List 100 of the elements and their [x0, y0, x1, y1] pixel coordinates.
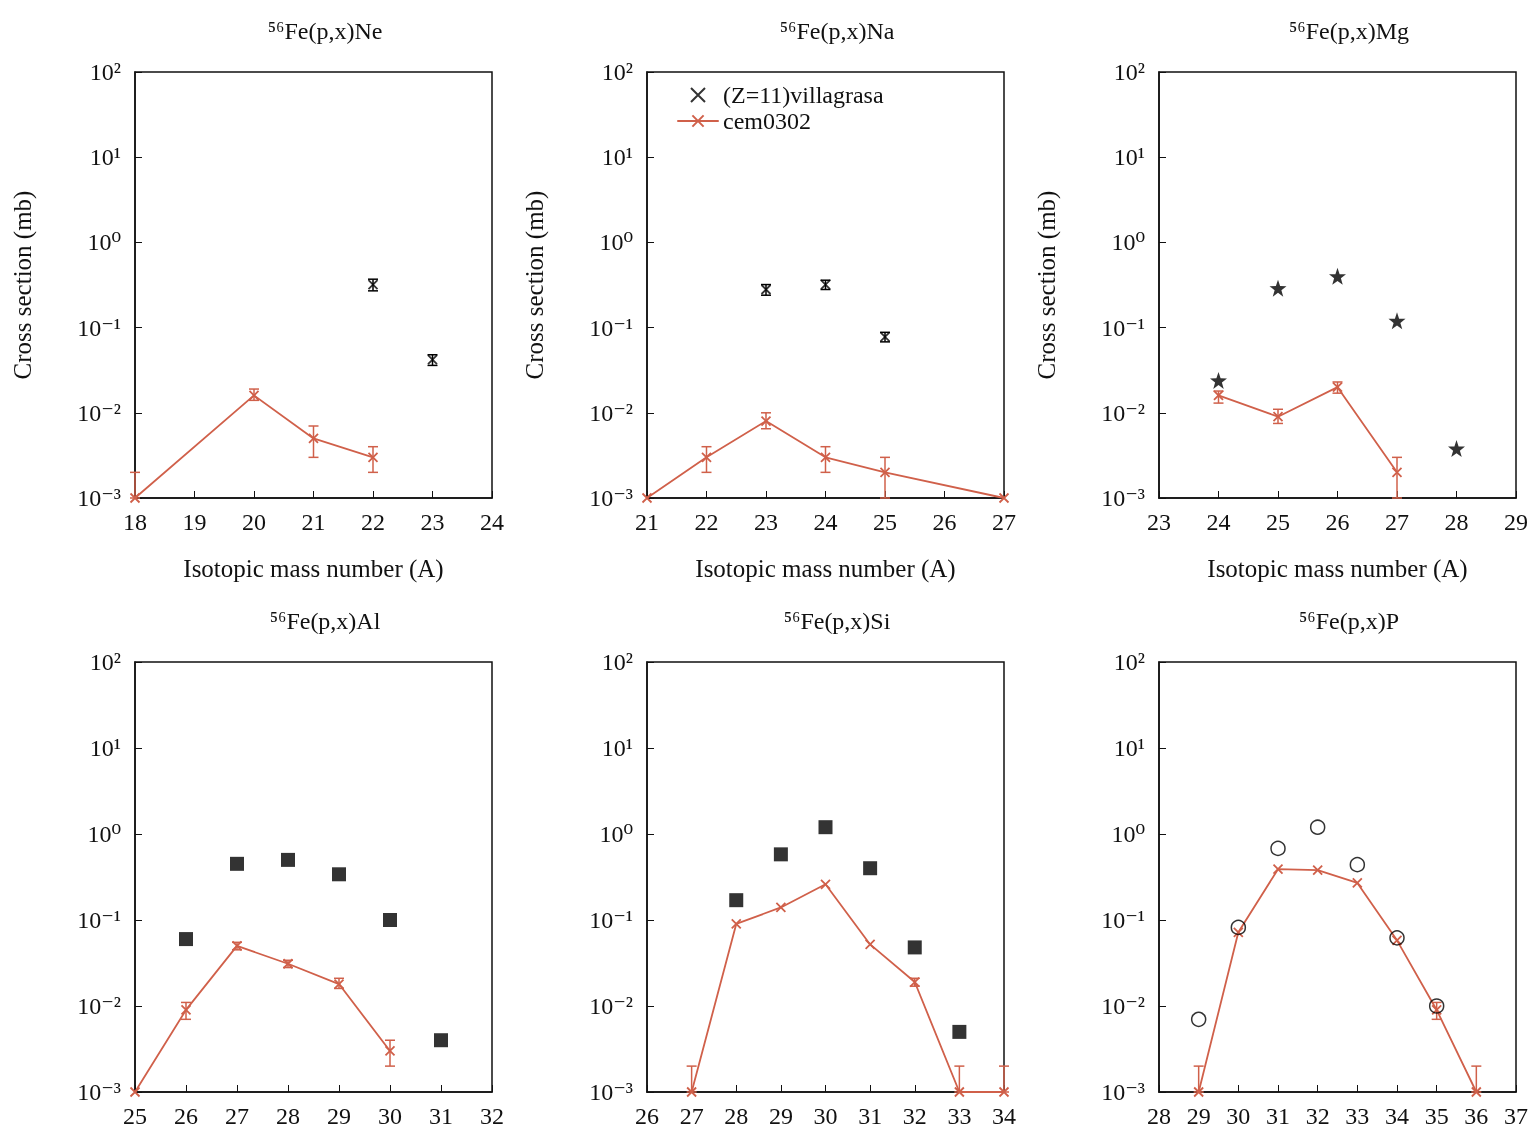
- chart-title: ⁵⁶Fe(p,x)Ne: [267, 18, 383, 44]
- x-tick-label: 32: [1305, 1103, 1330, 1129]
- y-tick-label: 10²: [1113, 649, 1145, 675]
- x-tick-label: 19: [182, 509, 207, 535]
- x-tick-label: 30: [813, 1103, 838, 1129]
- x-tick-label: 28: [276, 1103, 300, 1129]
- x-tick-label: 29: [327, 1103, 351, 1129]
- y-tick-label: 10¹: [1113, 144, 1145, 171]
- point: [864, 939, 876, 950]
- point: [879, 466, 891, 478]
- y-tick-label: 10⁻³: [589, 485, 633, 511]
- point: [308, 433, 319, 444]
- x-axis-title: Isotopic mass number (A): [183, 555, 444, 583]
- y-tick-label: 10⁻²: [589, 399, 633, 426]
- point: [230, 856, 244, 871]
- y-tick-label: 10¹: [601, 144, 633, 171]
- x-tick-label: 23: [754, 509, 778, 535]
- x-tick-label: 30: [378, 1103, 402, 1129]
- point: [384, 1045, 396, 1057]
- y-tick-label: 10¹: [89, 144, 121, 171]
- point: [1391, 934, 1403, 946]
- y-axis-title: Cross section (mb): [521, 190, 549, 380]
- x-tick-label: 26: [635, 1103, 659, 1129]
- y-tick-label: 10²: [601, 59, 633, 85]
- y-tick-label: 10⁻³: [1101, 1079, 1145, 1105]
- y-tick-label: 10⁻³: [589, 1079, 633, 1105]
- x-tick-label: 27: [1385, 509, 1409, 535]
- y-tick-label: 10²: [89, 59, 121, 85]
- y-tick-label: 10⁻²: [1101, 993, 1145, 1019]
- x-tick-label: 37: [1504, 1103, 1528, 1129]
- x-tick-label: 31: [858, 1103, 883, 1129]
- legend-label: cem0302: [723, 108, 811, 134]
- point: [952, 1024, 967, 1039]
- y-tick-label: 10¹: [89, 735, 121, 761]
- y-tick-label: 10⁻²: [77, 399, 121, 426]
- y-tick-label: 10⁻³: [77, 1079, 121, 1105]
- point: [1312, 864, 1324, 876]
- y-tick-label: 10⁰: [599, 821, 633, 847]
- y-tick-label: 10²: [89, 649, 121, 675]
- point: [953, 1086, 965, 1098]
- y-axis-title: Cross section (mb): [1033, 190, 1061, 380]
- chart-title: ⁵⁶Fe(p,x)Si: [783, 608, 891, 634]
- point: [775, 902, 787, 913]
- point: [332, 867, 346, 882]
- x-tick-label: 24: [480, 509, 504, 535]
- point: [434, 1033, 448, 1048]
- y-tick-label: 10²: [601, 649, 633, 675]
- y-tick-label: 10⁰: [1111, 821, 1145, 847]
- y-tick-label: 10⁻¹: [77, 314, 121, 341]
- x-tick-label: 22: [694, 509, 719, 535]
- y-axis-title: Cross section (mb): [9, 190, 37, 380]
- point: [1391, 466, 1403, 478]
- x-tick-label: 35: [1424, 1103, 1449, 1129]
- y-tick-label: 10⁰: [599, 229, 633, 256]
- x-tick-label: 32: [480, 1103, 504, 1129]
- y-tick-label: 10⁻¹: [589, 907, 633, 933]
- point: [281, 852, 295, 867]
- x-tick-label: 21: [635, 509, 659, 535]
- x-axis-title: Isotopic mass number (A): [1207, 555, 1468, 583]
- point: [701, 451, 712, 463]
- y-tick-label: 10¹: [601, 735, 633, 761]
- x-tick-label: 31: [1266, 1103, 1290, 1129]
- point: [1349, 856, 1366, 873]
- point: [1388, 312, 1406, 330]
- x-tick-label: 26: [932, 509, 957, 535]
- x-tick-label: 25: [873, 509, 897, 535]
- y-tick-label: 10⁰: [1111, 229, 1145, 256]
- point: [1269, 279, 1287, 297]
- x-tick-label: 25: [123, 1103, 147, 1129]
- x-tick-label: 28: [1147, 1103, 1171, 1129]
- y-tick-label: 10⁻¹: [1101, 314, 1145, 341]
- x-axis-title: Isotopic mass number (A): [695, 555, 956, 583]
- point: [907, 940, 922, 955]
- chart-title: ⁵⁶Fe(p,x)P: [1298, 608, 1400, 634]
- chart-title: ⁵⁶Fe(p,x)Al: [269, 608, 381, 634]
- y-tick-label: 10⁻²: [1101, 399, 1145, 426]
- point: [1329, 267, 1346, 285]
- x-tick-label: 32: [902, 1103, 927, 1129]
- y-tick-label: 10⁻²: [589, 993, 633, 1019]
- y-tick-label: 10⁰: [87, 229, 121, 256]
- x-tick-label: 33: [1345, 1103, 1370, 1129]
- chart-title: ⁵⁶Fe(p,x)Na: [779, 18, 895, 44]
- x-tick-label: 28: [724, 1103, 749, 1129]
- x-tick-label: 20: [242, 509, 266, 535]
- point: [863, 861, 878, 876]
- x-tick-label: 22: [361, 509, 385, 535]
- y-tick-label: 10⁻¹: [77, 907, 121, 933]
- chart-title: ⁵⁶Fe(p,x)Mg: [1288, 18, 1410, 44]
- x-tick-label: 27: [679, 1103, 704, 1129]
- x-tick-label: 28: [1444, 509, 1469, 535]
- point: [383, 913, 397, 927]
- legend-label: (Z=11)villagrasa: [723, 82, 884, 108]
- point: [773, 847, 788, 862]
- point: [729, 893, 744, 908]
- x-tick-label: 31: [429, 1103, 453, 1129]
- x-tick-label: 33: [947, 1103, 972, 1129]
- x-tick-label: 23: [420, 509, 445, 535]
- point: [1428, 998, 1445, 1014]
- point: [367, 451, 379, 463]
- x-tick-label: 29: [1504, 509, 1528, 535]
